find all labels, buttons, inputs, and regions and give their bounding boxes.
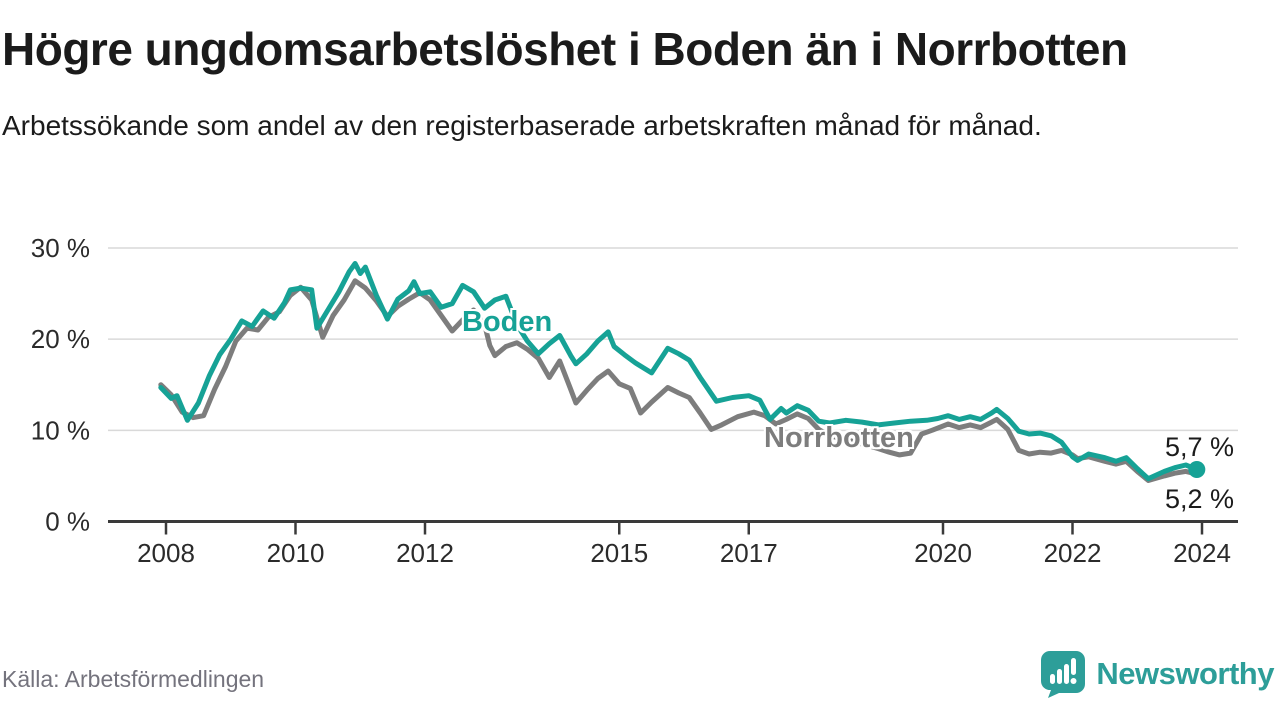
exclamation-bar	[1071, 658, 1077, 675]
y-tick-label-20: 20 %	[31, 324, 90, 354]
newsworthy-logo: Newsworthy	[1040, 650, 1274, 698]
end-value-label-norrbotten: 5,2 %	[1164, 484, 1234, 514]
x-tick-label-2015: 2015	[590, 538, 648, 568]
series-label-norrbotten: Norrbotten	[764, 422, 914, 454]
source-credit: Källa: Arbetsförmedlingen	[2, 666, 265, 692]
x-tick-label-2024: 2024	[1173, 538, 1231, 568]
series-label-boden: Boden	[462, 306, 553, 338]
series-end-dot-boden	[1188, 461, 1206, 479]
bar-3	[1064, 664, 1070, 684]
y-tick-label-0: 0 %	[45, 507, 90, 537]
x-tick-label-2022: 2022	[1044, 538, 1102, 568]
bar-2	[1057, 669, 1063, 684]
series-line-norrbotten	[158, 278, 1200, 483]
x-tick-label-2020: 2020	[914, 538, 972, 568]
y-tick-label-10: 10 %	[31, 415, 90, 445]
end-value-label-boden: 5,7 %	[1164, 432, 1234, 462]
x-tick-label-2017: 2017	[720, 538, 778, 568]
y-tick-label-30: 30 %	[31, 233, 90, 263]
newsworthy-bubble-chart-icon	[1041, 651, 1086, 698]
chart-title: Högre ungdomsarbetslöshet i Boden än i N…	[2, 23, 1128, 75]
series-line-boden	[158, 261, 1200, 482]
x-tick-label-2008: 2008	[137, 538, 195, 568]
newsworthy-logo-text: Newsworthy	[1096, 656, 1274, 691]
chart-subtitle: Arbetssökande som andel av den registerb…	[2, 110, 1042, 141]
bar-1	[1050, 674, 1056, 684]
speech-bubble-shape	[1041, 651, 1086, 698]
x-tick-label-2010: 2010	[267, 538, 325, 568]
x-tick-label-2012: 2012	[396, 538, 454, 568]
exclamation-dot	[1070, 678, 1077, 684]
